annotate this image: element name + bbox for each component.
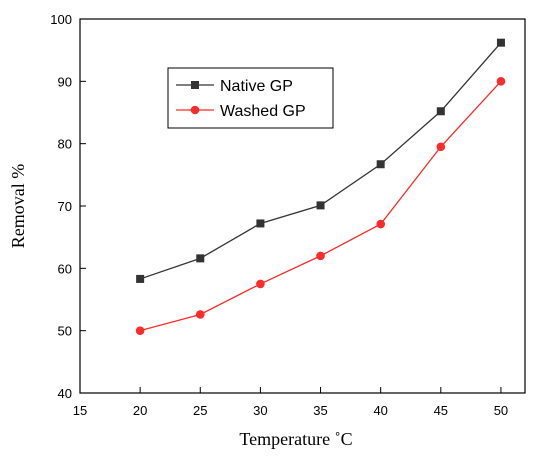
- series-layer: [135, 38, 506, 335]
- x-tick-label-25: 25: [193, 403, 207, 418]
- y-tick-label-60: 60: [58, 261, 72, 276]
- point-washed-gp-25: [195, 310, 205, 319]
- y-tick-label-90: 90: [58, 74, 72, 89]
- plot-axes: 15 20 25 30 35 40 45 50 40 50 60 70 80 90 100: [50, 12, 526, 418]
- legend-marker-native-gp: [191, 81, 199, 89]
- x-tick-label-20: 20: [133, 403, 147, 418]
- point-washed-gp-20: [135, 326, 145, 335]
- point-native-gp-30: [256, 219, 265, 228]
- y-tick-label-70: 70: [58, 199, 72, 214]
- point-native-gp-35: [316, 201, 325, 210]
- x-tick-label-35: 35: [313, 403, 327, 418]
- y-tick-label-50: 50: [58, 324, 72, 339]
- point-native-gp-50: [496, 38, 505, 47]
- legend-marker-washed-gp: [190, 105, 200, 115]
- point-native-gp-45: [436, 107, 445, 116]
- y-tick-label-100: 100: [50, 12, 72, 27]
- point-native-gp-25: [196, 254, 205, 263]
- x-tick-label-45: 45: [434, 403, 448, 418]
- point-washed-gp-45: [436, 142, 446, 152]
- point-washed-gp-30: [256, 279, 265, 289]
- legend-box: [167, 67, 334, 129]
- point-washed-gp-40: [376, 219, 385, 229]
- point-native-gp-20: [136, 274, 145, 283]
- point-washed-gp-50: [496, 77, 506, 86]
- x-tick-label-40: 40: [373, 403, 387, 418]
- x-tick-label-30: 30: [253, 403, 267, 418]
- y-tick-label-40: 40: [58, 386, 72, 401]
- y-axis-title: Removal %: [8, 164, 28, 248]
- legend-label-washed-gp: Washed GP: [220, 103, 306, 120]
- legend-label-native-gp: Native GP: [220, 78, 293, 95]
- legend: Native GP Washed GP: [167, 67, 334, 129]
- point-washed-gp-35: [316, 251, 325, 261]
- x-axis-title: Temperature ˚C: [239, 429, 352, 449]
- x-tick-label-15: 15: [73, 403, 87, 418]
- point-native-gp-40: [376, 160, 385, 169]
- x-tick-label-50: 50: [494, 403, 508, 418]
- y-tick-label-80: 80: [58, 137, 72, 152]
